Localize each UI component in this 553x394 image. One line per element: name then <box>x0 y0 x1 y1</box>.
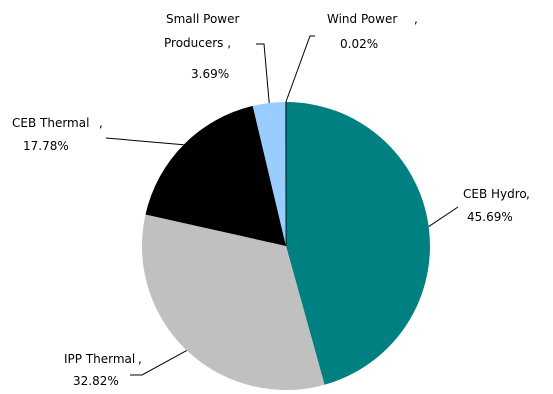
label-ippthermal-comma: , <box>138 352 142 366</box>
label-wind-comma: , <box>414 12 418 26</box>
label-cebthermal-comma: , <box>99 116 103 130</box>
leader-line-small-power-producers <box>256 44 269 103</box>
label-spp-name-line2: Producers , <box>164 36 231 50</box>
leader-line-ceb-hydro <box>429 207 458 227</box>
label-spp-value: 3.69% <box>191 67 229 81</box>
label-wind-name: Wind Power <box>327 12 397 26</box>
label-cebthermal-value: 17.78% <box>23 139 69 153</box>
label-ippthermal-name: IPP Thermal <box>64 352 135 366</box>
label-spp-name-line1: Small Power <box>166 12 239 26</box>
label-ippthermal-value: 32.82% <box>73 374 119 388</box>
label-cehydro-value: 45.69% <box>467 210 513 224</box>
label-cehydro-comma: , <box>526 187 530 201</box>
pie-slices <box>142 102 430 390</box>
leader-line-wind-power <box>286 36 315 102</box>
label-wind-value: 0.02% <box>340 37 378 51</box>
label-cehydro-name: CEB Hydro <box>463 187 527 201</box>
leader-line-ceb-thermal <box>106 138 184 145</box>
label-cebthermal-name: CEB Thermal <box>12 116 89 130</box>
